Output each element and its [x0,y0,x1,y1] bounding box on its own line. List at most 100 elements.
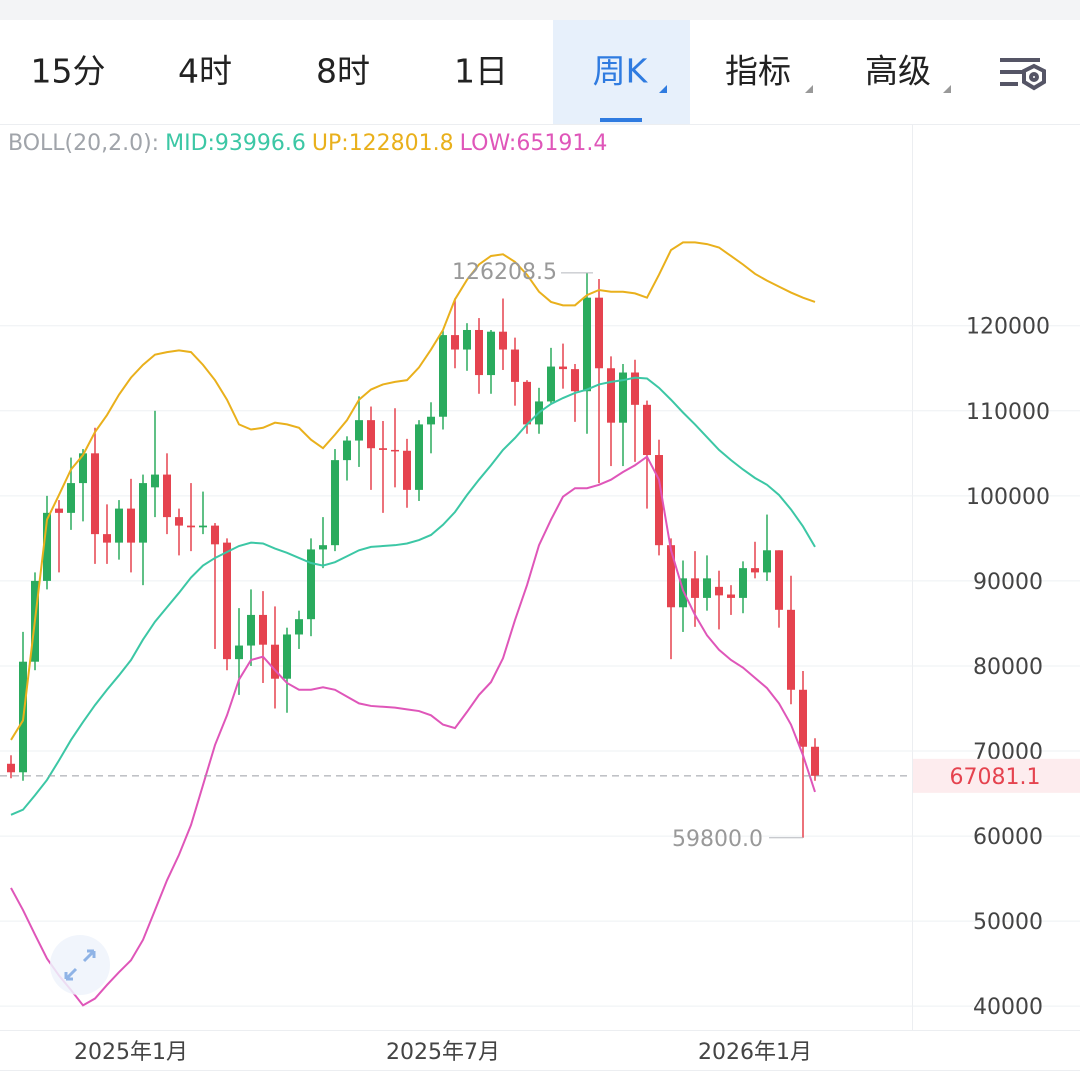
last-price-label: 67081.1 [950,765,1041,790]
y-tick-label: 60000 [973,825,1043,850]
tab[interactable]: 高级 [865,52,931,91]
candle-body [583,297,591,392]
candle-body [55,508,63,513]
candle-body [631,372,639,405]
tab[interactable]: 1日 [454,52,508,91]
candle-body [127,508,135,543]
expand-button[interactable] [50,935,110,995]
tab[interactable]: 8时 [316,52,370,91]
candle-body [787,609,795,690]
candle-body [67,483,75,513]
candle-body [223,542,231,660]
candle-body [703,578,711,598]
candle-body [691,578,699,598]
candle-body [751,568,759,573]
tab[interactable]: 指标 [725,52,791,91]
candle-body [343,440,351,461]
indicator-label: BOLL(20,2.0): [8,131,159,156]
candle-body [439,335,447,417]
y-tick-label: 40000 [973,995,1043,1020]
candle-body [391,449,399,452]
candle-body [355,420,363,441]
tab[interactable]: 4时 [178,52,232,91]
candle-body [43,512,51,581]
y-tick-label: 80000 [973,655,1043,680]
candle-body [667,545,675,608]
candle-body [655,455,663,546]
candle-body [379,448,387,450]
legend-entry: MID:93996.6 [165,131,306,156]
candle-body [427,416,435,425]
low-label: 59800.0 [672,827,763,852]
candle-body [607,368,615,423]
candle-body [715,586,723,596]
tab[interactable]: 15分 [31,52,106,91]
last-price-box [913,758,1080,793]
candle-body [739,568,747,598]
candle-body [319,545,327,550]
candle-body [91,453,99,535]
dropdown-caret [805,85,813,93]
legend-entry: UP:122801.8 [312,131,454,156]
candle-body [367,420,375,449]
candle-body [115,508,123,543]
candle-body [571,369,579,392]
candle-body [175,517,183,526]
candle-body [451,335,459,350]
candle-body [199,525,207,528]
dropdown-caret [943,85,951,93]
candle-body [595,297,603,369]
candle-body [139,483,147,543]
candle-body [643,404,651,456]
y-tick-label: 90000 [973,570,1043,595]
candle-body [487,331,495,376]
candle-body [463,329,471,350]
plot: 4000050000600007000080000900001000001100… [0,241,1080,1065]
candle-body [619,372,627,423]
boll-line [10,455,816,1007]
boll-line [10,241,816,741]
candle-body [415,424,423,490]
candle-body [763,550,771,573]
candle-body [679,578,687,608]
candle-body [331,460,339,546]
candle-body [727,594,735,598]
legend: BOLL(20,2.0): MID:93996.6 UP:122801.8 LOW:6… [8,131,607,156]
candle-body [103,534,111,543]
y-tick-label: 120000 [966,315,1050,340]
y-tick-label: 50000 [973,910,1043,935]
boll-line [10,376,816,816]
candle-body [211,525,219,545]
y-tick-label: 110000 [966,400,1050,425]
candle-body [271,644,279,679]
candle-body [247,614,255,646]
candle-body [499,331,507,350]
legend-entry: LOW:65191.4 [460,131,608,156]
x-tick-label: 2025年1月 [74,1040,188,1065]
candle-body [559,366,567,370]
high-label: 126208.5 [452,260,557,285]
candle-body [475,329,483,376]
candle-body [259,614,267,645]
candle-body [511,349,519,382]
candle-body [7,763,15,773]
candle-body [283,634,291,679]
candle-body [799,689,807,747]
candle-body [151,474,159,488]
candle-body [547,366,555,402]
candle-body [811,746,819,776]
active-tab-underline [600,118,642,122]
x-tick-label: 2026年1月 [698,1040,812,1065]
candle-body [163,474,171,518]
status-strip [0,0,1080,20]
x-tick-label: 2025年7月 [386,1040,500,1065]
candle-body [187,525,195,528]
tab[interactable]: 周K [593,52,649,91]
candle-body [307,549,315,620]
candle-body [775,550,783,610]
settings-icon[interactable] [1000,58,1046,91]
candle-body [79,453,87,484]
active-tab-bg [553,20,690,124]
